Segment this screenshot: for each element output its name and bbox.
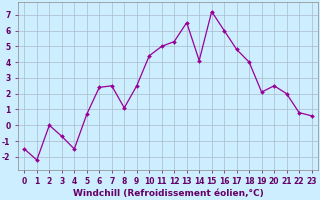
X-axis label: Windchill (Refroidissement éolien,°C): Windchill (Refroidissement éolien,°C) bbox=[73, 189, 263, 198]
